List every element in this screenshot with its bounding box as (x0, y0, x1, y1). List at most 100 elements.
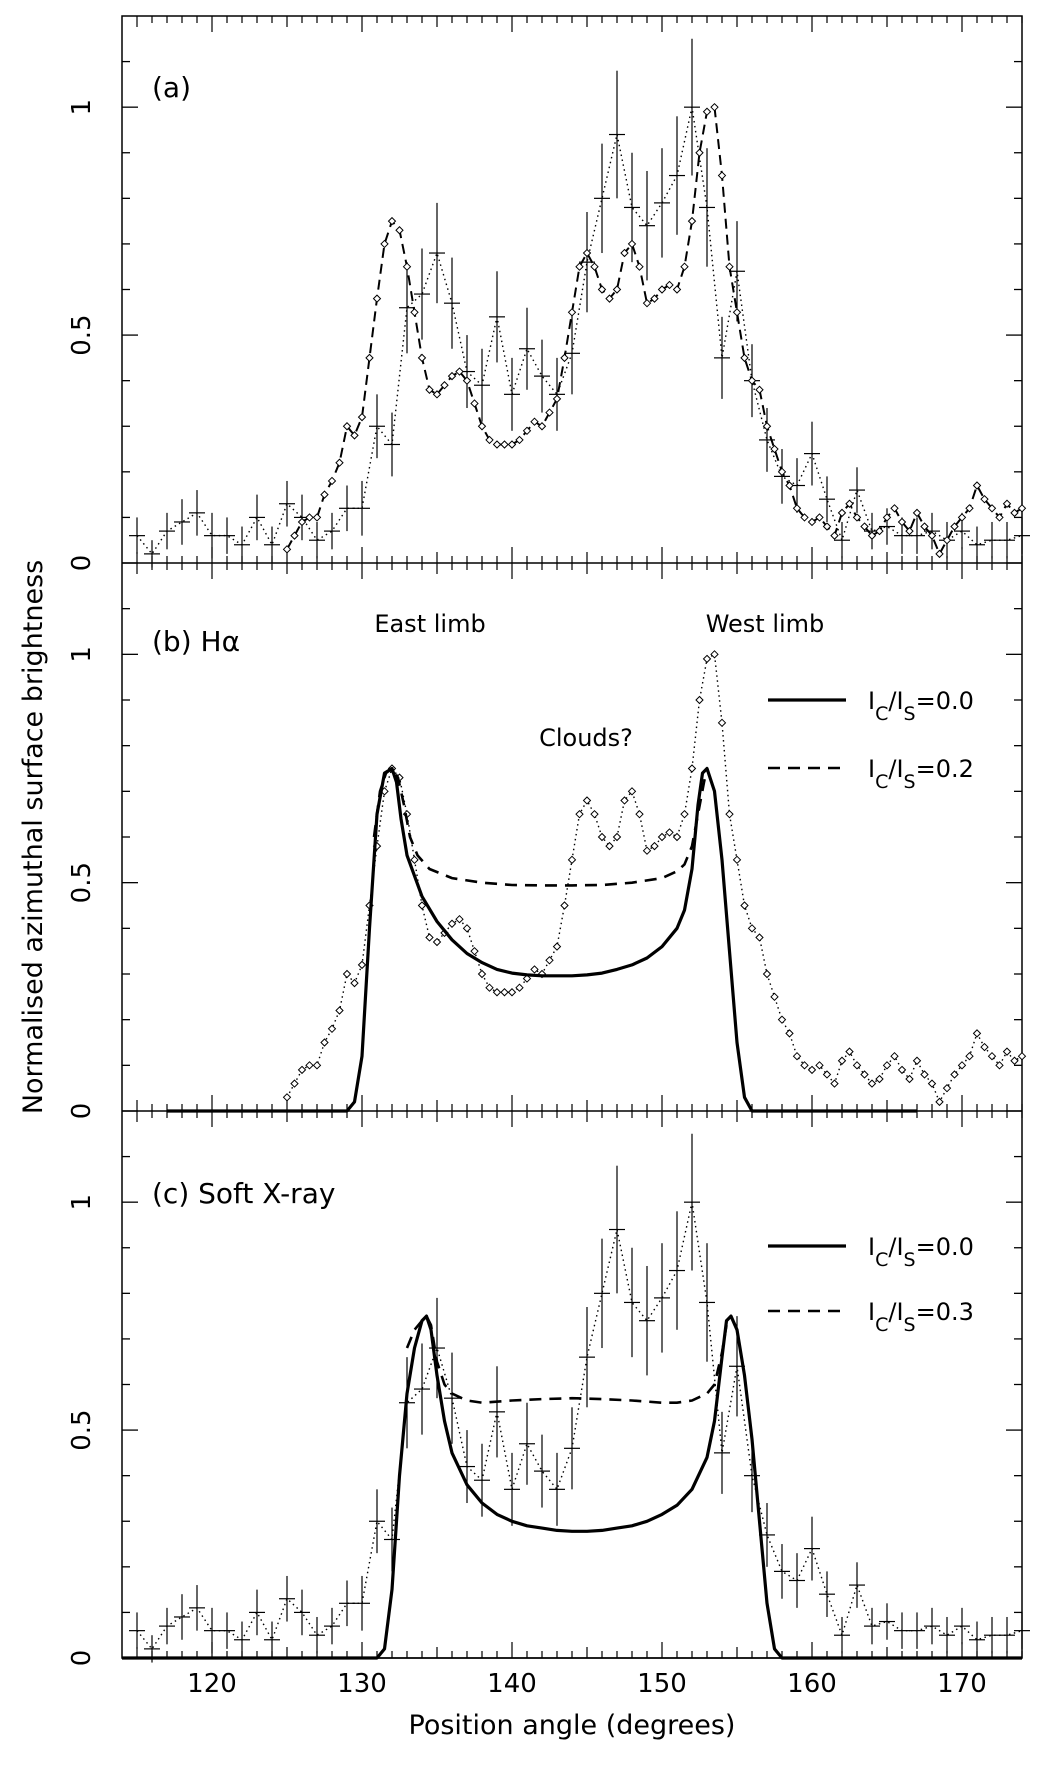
data-point (882, 1061, 892, 1070)
data-point (425, 385, 434, 394)
data-point (882, 513, 892, 522)
data-point (792, 504, 802, 513)
data-point (560, 901, 569, 910)
data-point (770, 444, 779, 454)
data-point (552, 942, 562, 951)
data-point (635, 809, 644, 819)
data-point (455, 367, 464, 376)
data-point (680, 809, 689, 819)
data-point (912, 1056, 922, 1065)
data-point (575, 262, 584, 271)
data-point (800, 1061, 809, 1070)
data-point (642, 846, 652, 855)
data-point (410, 855, 419, 865)
panel-label-b: (b) Hα (152, 625, 240, 658)
data-point (890, 1051, 899, 1061)
data-point (905, 1074, 914, 1084)
data-point (365, 353, 374, 363)
data-point (822, 1070, 832, 1079)
data-point (582, 796, 592, 805)
data-point (725, 809, 734, 819)
data-point (830, 1079, 839, 1088)
data-point (530, 965, 539, 974)
x-tick-label: 170 (937, 1669, 987, 1699)
data-point (785, 481, 794, 490)
data-point (650, 841, 659, 851)
data-point (522, 426, 532, 436)
y-tick-label: 1 (67, 1194, 97, 1211)
data-point (935, 549, 944, 559)
y-tick-label: 0.5 (67, 862, 97, 903)
data-point (335, 1006, 344, 1015)
data-point (470, 946, 479, 956)
data-point (747, 924, 757, 933)
data-point (740, 353, 749, 363)
legend-entry: IC/IS=0.3 (768, 1298, 974, 1336)
data-point (447, 919, 457, 928)
legend-label: IC/IS=0.0 (868, 687, 974, 725)
y-axis-title: Normalised azimuthal surface brightness (18, 560, 49, 1114)
data-point (387, 216, 397, 226)
data-point (545, 956, 554, 965)
data-point (987, 1051, 997, 1061)
data-point (695, 695, 704, 705)
data-point (357, 412, 367, 422)
data-point (680, 262, 689, 271)
data-point (627, 787, 637, 796)
model-curve (405, 1313, 733, 1405)
data-point (395, 226, 404, 235)
data-point (747, 376, 757, 385)
legend-label: IC/IS=0.3 (868, 1298, 974, 1336)
data-point (867, 1079, 877, 1088)
series-dashed (405, 1313, 733, 1405)
data-point (575, 809, 584, 819)
data-point (327, 1024, 337, 1034)
data-point (642, 298, 652, 308)
data-point (980, 1042, 989, 1052)
data-point (485, 983, 494, 992)
data-point (432, 937, 442, 947)
data-point (560, 353, 569, 363)
data-point (755, 933, 764, 942)
data-point (905, 526, 914, 536)
data-point (477, 422, 487, 431)
data-point (477, 969, 487, 979)
data-point (492, 988, 502, 997)
data-point (740, 901, 749, 910)
data-point (927, 531, 937, 540)
data-point (582, 248, 592, 258)
data-point (815, 1061, 824, 1070)
data-point (665, 828, 674, 837)
data-point (702, 654, 712, 664)
data-point (995, 1061, 1004, 1070)
data-point (950, 1070, 959, 1079)
data-point (350, 978, 359, 988)
data-point (822, 522, 832, 531)
data-point (515, 435, 524, 445)
data-point (567, 308, 577, 317)
data-point (920, 522, 929, 531)
panel-c: 0 0.5 1 (c) Soft X-ray IC/IS=0.0 IC/IS=0.3 (67, 1111, 1030, 1666)
series-dotted-errorbars (129, 38, 1030, 568)
data-point (305, 513, 314, 522)
data-point (440, 381, 449, 390)
data-point (717, 718, 727, 728)
legend-entry: IC/IS=0.0 (768, 687, 974, 725)
data-point (522, 974, 532, 983)
data-point (545, 408, 554, 417)
data-point (312, 513, 322, 522)
data-point (920, 1070, 929, 1079)
data-point (710, 650, 719, 659)
data-point (845, 499, 854, 508)
data-point (845, 1047, 854, 1056)
data-point (530, 417, 539, 426)
data-point (417, 353, 427, 363)
data-point (635, 262, 644, 271)
data-point (897, 517, 907, 527)
panel-label-c: (c) Soft X-ray (152, 1177, 335, 1210)
model-curve (167, 766, 917, 1113)
y-tick-label: 1 (67, 646, 97, 663)
data-point (312, 1061, 322, 1070)
data-point (950, 522, 959, 531)
data-point (282, 1093, 292, 1102)
